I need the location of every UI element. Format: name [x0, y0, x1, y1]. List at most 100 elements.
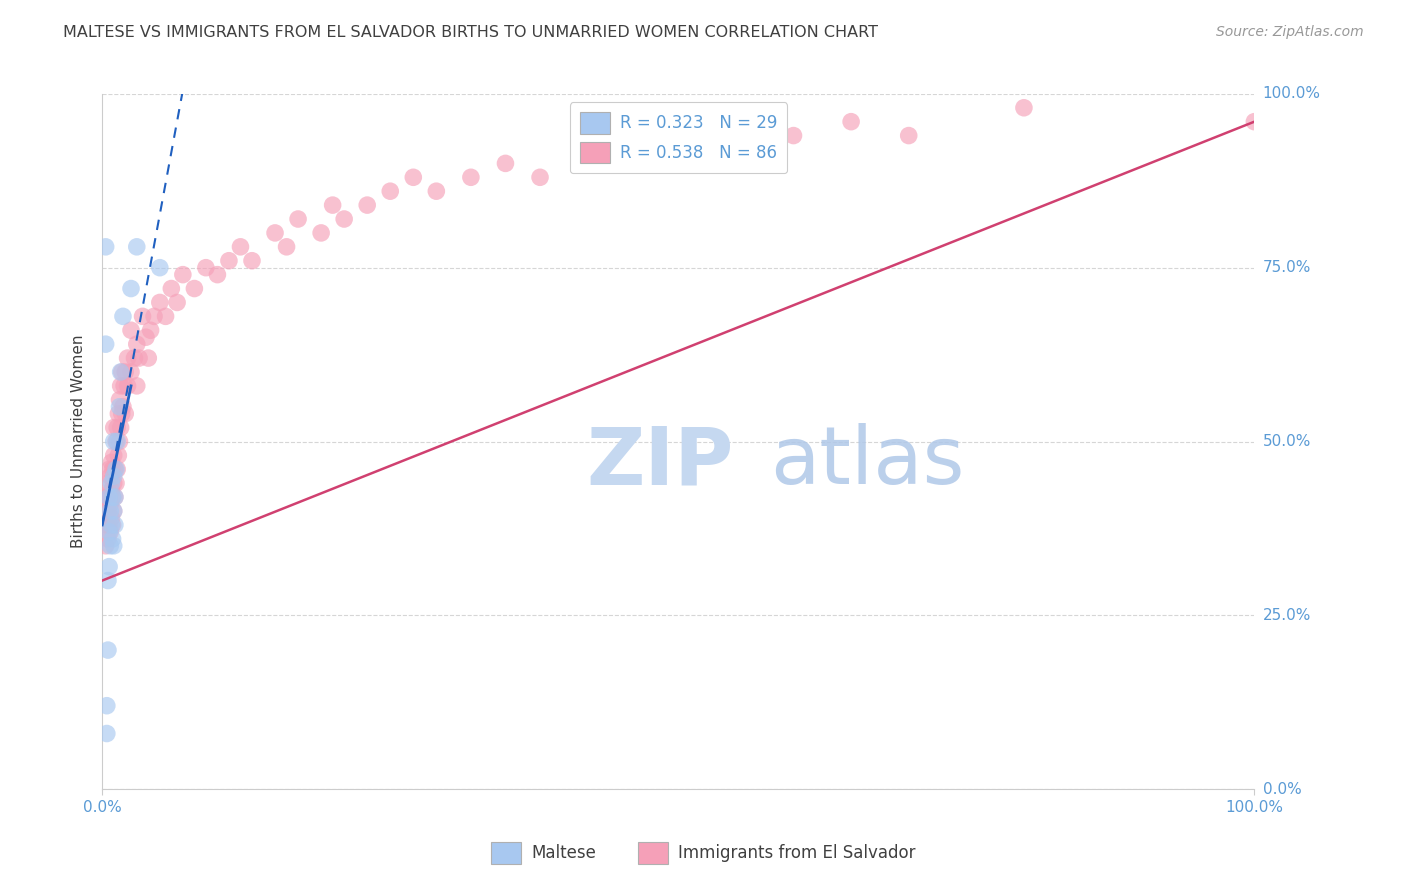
Point — [98, 490, 121, 504]
Point — [110, 379, 132, 393]
Point — [139, 323, 162, 337]
Point — [120, 323, 142, 337]
Text: Source: ZipAtlas.com: Source: ZipAtlas.com — [1216, 25, 1364, 39]
Text: atlas: atlas — [770, 424, 965, 501]
Point — [309, 226, 332, 240]
Point — [839, 114, 862, 128]
Point — [98, 524, 121, 539]
Point — [782, 128, 804, 143]
Point — [107, 407, 129, 421]
Point — [111, 310, 134, 324]
Point — [98, 497, 121, 511]
Point — [117, 351, 139, 365]
Point — [105, 462, 128, 476]
Point — [98, 504, 121, 518]
Point — [172, 268, 194, 282]
Point — [97, 504, 120, 518]
Point — [98, 490, 121, 504]
Point — [100, 517, 122, 532]
Point — [120, 281, 142, 295]
Point — [724, 143, 747, 157]
Point — [111, 407, 134, 421]
Point — [103, 504, 125, 518]
Point — [97, 643, 120, 657]
Point — [108, 434, 131, 449]
Point — [120, 365, 142, 379]
Point — [114, 365, 136, 379]
Y-axis label: Births to Unmarried Women: Births to Unmarried Women — [72, 334, 86, 549]
Point — [96, 490, 118, 504]
Point — [125, 240, 148, 254]
Legend: Maltese, Immigrants from El Salvador: Maltese, Immigrants from El Salvador — [484, 836, 922, 871]
Point — [135, 330, 157, 344]
Point — [103, 539, 125, 553]
Point — [97, 574, 120, 588]
Point — [105, 476, 128, 491]
Point — [100, 483, 122, 498]
Point — [124, 351, 146, 365]
Point — [666, 128, 689, 143]
Point — [333, 212, 356, 227]
Point — [287, 212, 309, 227]
Point — [575, 156, 598, 170]
Point — [356, 198, 378, 212]
Point — [105, 434, 128, 449]
Point — [104, 462, 127, 476]
Point — [105, 420, 128, 434]
Point — [108, 400, 131, 414]
Point — [897, 128, 920, 143]
Point — [101, 532, 124, 546]
Point — [103, 469, 125, 483]
Point — [460, 170, 482, 185]
Point — [229, 240, 252, 254]
Point — [131, 310, 153, 324]
Point — [114, 407, 136, 421]
Point — [1243, 114, 1265, 128]
Point — [128, 351, 150, 365]
Text: ZIP: ZIP — [586, 424, 734, 501]
Point — [96, 726, 118, 740]
Point — [101, 462, 124, 476]
Point — [207, 268, 229, 282]
Point — [101, 490, 124, 504]
Point — [96, 698, 118, 713]
Point — [380, 184, 402, 198]
Point — [94, 240, 117, 254]
Point — [125, 337, 148, 351]
Point — [276, 240, 298, 254]
Point — [160, 281, 183, 295]
Point — [103, 504, 125, 518]
Point — [108, 392, 131, 407]
Point — [112, 379, 135, 393]
Point — [103, 434, 125, 449]
Point — [105, 462, 128, 476]
Point — [100, 476, 122, 491]
Point — [98, 469, 121, 483]
Point — [98, 524, 121, 539]
Point — [101, 517, 124, 532]
Point — [143, 310, 166, 324]
Point — [117, 379, 139, 393]
Text: 75.0%: 75.0% — [1263, 260, 1310, 275]
Point — [149, 295, 172, 310]
Point — [1012, 101, 1035, 115]
Point — [104, 490, 127, 504]
Point — [264, 226, 287, 240]
Text: 50.0%: 50.0% — [1263, 434, 1310, 449]
Point — [103, 420, 125, 434]
Point — [240, 253, 263, 268]
Text: 0.0%: 0.0% — [1263, 781, 1302, 797]
Point — [98, 462, 121, 476]
Point — [111, 400, 134, 414]
Point — [136, 351, 159, 365]
Point — [100, 455, 122, 469]
Point — [97, 476, 120, 491]
Point — [103, 476, 125, 491]
Point — [110, 420, 132, 434]
Text: 25.0%: 25.0% — [1263, 607, 1310, 623]
Point — [96, 517, 118, 532]
Point — [621, 143, 644, 157]
Point — [125, 379, 148, 393]
Point — [218, 253, 240, 268]
Point — [425, 184, 447, 198]
